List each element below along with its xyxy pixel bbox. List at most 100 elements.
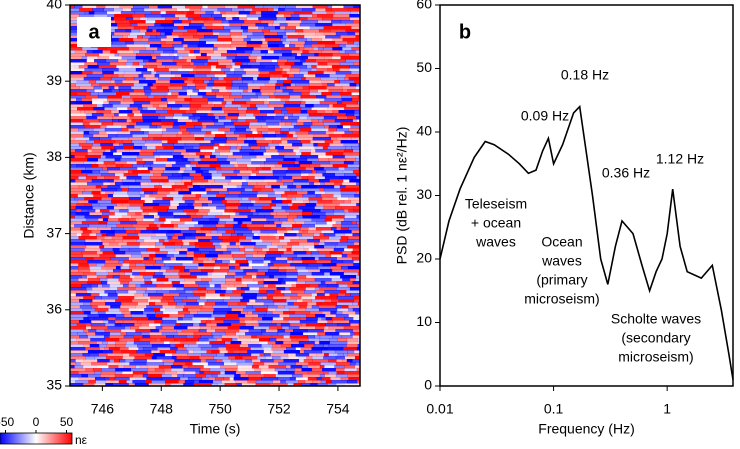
heatmap-cell [227, 350, 234, 354]
annotation: 0.36 Hz [602, 165, 650, 181]
heatmap-cell [243, 275, 252, 279]
heatmap-cell [225, 116, 239, 120]
heatmap-cell [170, 83, 187, 87]
heatmap-cell [250, 338, 260, 342]
heatmap-cell [277, 62, 286, 66]
heatmap-cell [199, 149, 216, 153]
heatmap-cell [220, 11, 226, 15]
heatmap-cell [88, 263, 97, 267]
heatmap-cell [317, 41, 336, 45]
heatmap-cell [190, 164, 197, 168]
heatmap-cell [144, 194, 150, 198]
heatmap-cell [157, 212, 174, 216]
heatmap-cell [83, 161, 97, 165]
heatmap-cell [109, 62, 127, 66]
heatmap-cell [284, 233, 297, 237]
heatmap-cell [119, 89, 134, 93]
heatmap-cell [298, 14, 313, 18]
heatmap-cell [278, 44, 285, 48]
heatmap-cell [314, 341, 320, 345]
heatmap-cell [250, 158, 267, 162]
heatmap-cell [129, 275, 136, 279]
heatmap-cell [350, 11, 359, 15]
heatmap-cell [284, 287, 290, 291]
heatmap-cell [78, 263, 89, 267]
heatmap-cell [237, 107, 248, 111]
heatmap-cell [255, 242, 272, 246]
heatmap-cell [224, 281, 242, 285]
heatmap-cell [200, 308, 215, 312]
heatmap-cell [134, 11, 152, 15]
heatmap-cell [156, 290, 171, 294]
heatmap-cell [220, 266, 230, 270]
heatmap-cell [203, 137, 215, 141]
heatmap-cell [239, 134, 247, 138]
heatmap-cell [189, 269, 202, 273]
heatmap-cell [105, 311, 123, 315]
heatmap-cell [183, 155, 201, 159]
heatmap-cell [262, 206, 272, 210]
heatmap-cell [70, 275, 82, 279]
heatmap-cell [277, 149, 294, 153]
heatmap-cell [177, 347, 187, 351]
heatmap-cell [234, 266, 241, 270]
heatmap-cell [93, 107, 105, 111]
heatmap-cell [299, 23, 316, 27]
heatmap-cell [338, 44, 346, 48]
heatmap-cell [269, 95, 277, 99]
heatmap-cell [263, 302, 275, 306]
heatmap-cell [225, 344, 240, 348]
heatmap-cell [275, 284, 293, 288]
heatmap-cell [306, 116, 325, 120]
heatmap-cell [225, 194, 240, 198]
heatmap-cell [237, 77, 243, 81]
heatmap-cell [238, 317, 254, 321]
heatmap-cell [353, 5, 360, 9]
heatmap-cell [144, 191, 153, 195]
heatmap-cell [182, 299, 197, 303]
heatmap-cell [240, 65, 252, 69]
heatmap-cell [303, 359, 314, 363]
heatmap-cell [302, 209, 321, 213]
heatmap-cell [70, 155, 75, 159]
heatmap-cell [78, 128, 94, 132]
heatmap-cell [128, 137, 143, 141]
heatmap-cell [84, 242, 103, 246]
heatmap-cell [273, 209, 287, 213]
heatmap-cell [114, 359, 120, 363]
heatmap-cell [211, 176, 226, 180]
heatmap-cell [109, 56, 122, 60]
heatmap-cell [83, 317, 90, 321]
heatmap-cell [176, 371, 185, 375]
heatmap-cell [324, 290, 341, 294]
heatmap-cell [310, 149, 316, 153]
heatmap-cell [176, 50, 191, 54]
heatmap-cell [193, 293, 206, 297]
heatmap-cell [217, 77, 225, 81]
heatmap-cell [157, 209, 168, 213]
heatmap-cell [137, 233, 156, 237]
heatmap-cell [301, 212, 313, 216]
heatmap-cell [191, 182, 197, 186]
heatmap-cell [278, 266, 296, 270]
heatmap-cell [204, 35, 219, 39]
heatmap-cell [321, 317, 327, 321]
heatmap-cell [253, 185, 266, 189]
heatmap-cell [149, 194, 167, 198]
heatmap-cell [311, 293, 318, 297]
heatmap-cell [246, 302, 265, 306]
heatmap-cell [127, 35, 138, 39]
heatmap-cell [178, 380, 186, 384]
heatmap-cell [299, 149, 312, 153]
heatmap-cell [316, 185, 335, 189]
heatmap-cell [190, 104, 202, 108]
heatmap-cell [277, 32, 287, 36]
heatmap-cell [230, 251, 245, 255]
heatmap-cell [314, 278, 332, 282]
heatmap-cell [358, 323, 360, 327]
heatmap-cell [280, 119, 298, 123]
heatmap-cell [296, 137, 314, 141]
heatmap-cell [337, 338, 348, 342]
heatmap-cell [265, 149, 279, 153]
heatmap-cell [119, 143, 124, 147]
